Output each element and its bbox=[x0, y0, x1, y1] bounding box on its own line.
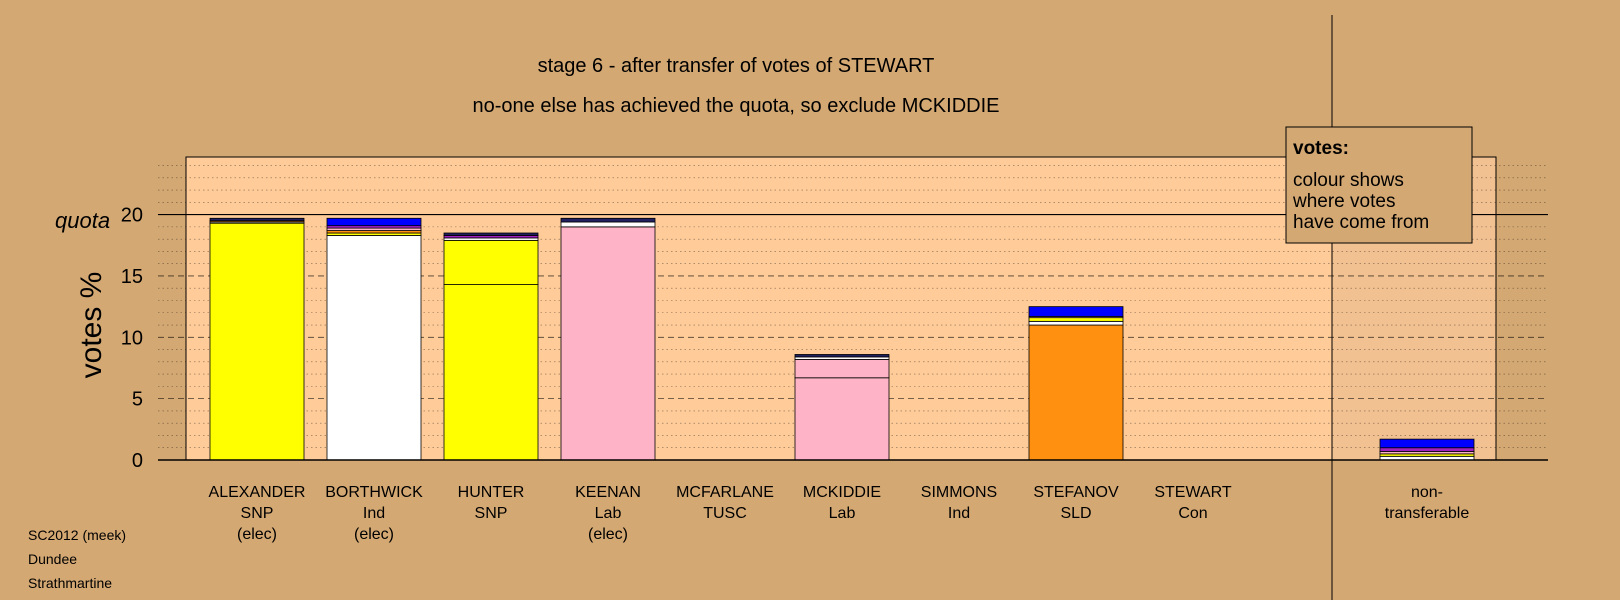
x-label-keenan: KEENAN bbox=[575, 484, 641, 501]
bar-keenan-segment bbox=[560, 217, 656, 223]
y-tick-label: 10 bbox=[121, 327, 143, 349]
x-label-nontransferable: transferable bbox=[1385, 505, 1470, 522]
y-tick-labels: 0 5 10 15 20 bbox=[121, 205, 143, 472]
bar-mckiddie-segment bbox=[794, 358, 890, 379]
x-label-alexander: ALEXANDER bbox=[209, 484, 306, 501]
x-label-borthwick: BORTHWICK bbox=[325, 484, 423, 501]
bar-borthwick-segment bbox=[326, 217, 422, 227]
y-tick-label: 0 bbox=[132, 450, 143, 472]
y-tick-label: 5 bbox=[132, 389, 143, 411]
bar-stefanov-segment bbox=[1028, 320, 1124, 326]
bar-hunter-segment bbox=[443, 239, 539, 285]
x-label-mckiddie: MCKIDDIE bbox=[803, 484, 881, 501]
x-label-borthwick: (elec) bbox=[354, 526, 394, 543]
bar-borthwick-segment bbox=[326, 235, 422, 461]
bar-keenan-segment bbox=[560, 226, 656, 461]
bar-stefanov-segment bbox=[1028, 324, 1124, 461]
bar-mckiddie-segment bbox=[794, 377, 890, 461]
bar-mckiddie-segment bbox=[794, 354, 890, 358]
x-label-stewart: Con bbox=[1178, 505, 1207, 522]
bar-keenan-segment bbox=[560, 221, 656, 228]
x-tick-labels: ALEXANDER SNP (elec) BORTHWICK Ind (elec) HUNT… bbox=[209, 484, 1470, 543]
footer: SC2012 (meek) Dundee Strathmartine bbox=[28, 527, 126, 591]
bar-stefanov-segment bbox=[1028, 317, 1124, 322]
legend-box bbox=[1285, 126, 1473, 244]
legend: votes: colour shows where votes have com… bbox=[1285, 126, 1473, 244]
x-label-stefanov: SLD bbox=[1060, 505, 1091, 522]
x-label-alexander: SNP bbox=[241, 505, 274, 522]
quota-label: quota bbox=[55, 208, 110, 233]
bar-nontransferable-segment bbox=[1379, 438, 1475, 449]
footer-line-2: Dundee bbox=[28, 551, 77, 567]
legend-line-3: have come from bbox=[1293, 212, 1429, 233]
x-label-keenan: (elec) bbox=[588, 526, 628, 543]
bar-alexander-segment bbox=[209, 222, 305, 461]
bar-hunter-segment bbox=[443, 232, 539, 236]
legend-line-1: colour shows bbox=[1293, 170, 1404, 191]
footer-line-3: Strathmartine bbox=[28, 575, 112, 591]
y-tick-label: 15 bbox=[121, 266, 143, 288]
x-label-mcfarlane: MCFARLANE bbox=[676, 484, 774, 501]
bars bbox=[209, 217, 1475, 461]
x-label-hunter: HUNTER bbox=[458, 484, 525, 501]
legend-heading: votes: bbox=[1293, 138, 1349, 159]
x-label-stefanov: STEFANOV bbox=[1033, 484, 1119, 501]
x-label-simmons: Ind bbox=[948, 505, 970, 522]
x-label-simmons: SIMMONS bbox=[921, 484, 997, 501]
bar-stefanov-segment bbox=[1028, 306, 1124, 317]
bar-hunter-segment bbox=[443, 284, 539, 461]
chart-title: stage 6 - after transfer of votes of STE… bbox=[538, 55, 935, 77]
x-label-stewart: STEWART bbox=[1154, 484, 1232, 501]
x-label-mckiddie: Lab bbox=[829, 505, 856, 522]
x-label-borthwick: Ind bbox=[363, 505, 385, 522]
footer-line-1: SC2012 (meek) bbox=[28, 527, 126, 543]
legend-line-2: where votes bbox=[1292, 191, 1395, 212]
y-tick-label: 20 bbox=[121, 205, 143, 227]
y-axis-label: votes % bbox=[75, 272, 108, 379]
x-label-mcfarlane: TUSC bbox=[703, 505, 747, 522]
bar-nontransferable-segment bbox=[1379, 447, 1475, 452]
x-label-alexander: (elec) bbox=[237, 526, 277, 543]
x-label-nontransferable: non- bbox=[1411, 484, 1443, 501]
chart-subtitle: no-one else has achieved the quota, so e… bbox=[473, 95, 1000, 117]
x-label-keenan: Lab bbox=[595, 505, 622, 522]
bar-alexander-segment bbox=[209, 217, 305, 222]
x-label-hunter: SNP bbox=[475, 505, 508, 522]
